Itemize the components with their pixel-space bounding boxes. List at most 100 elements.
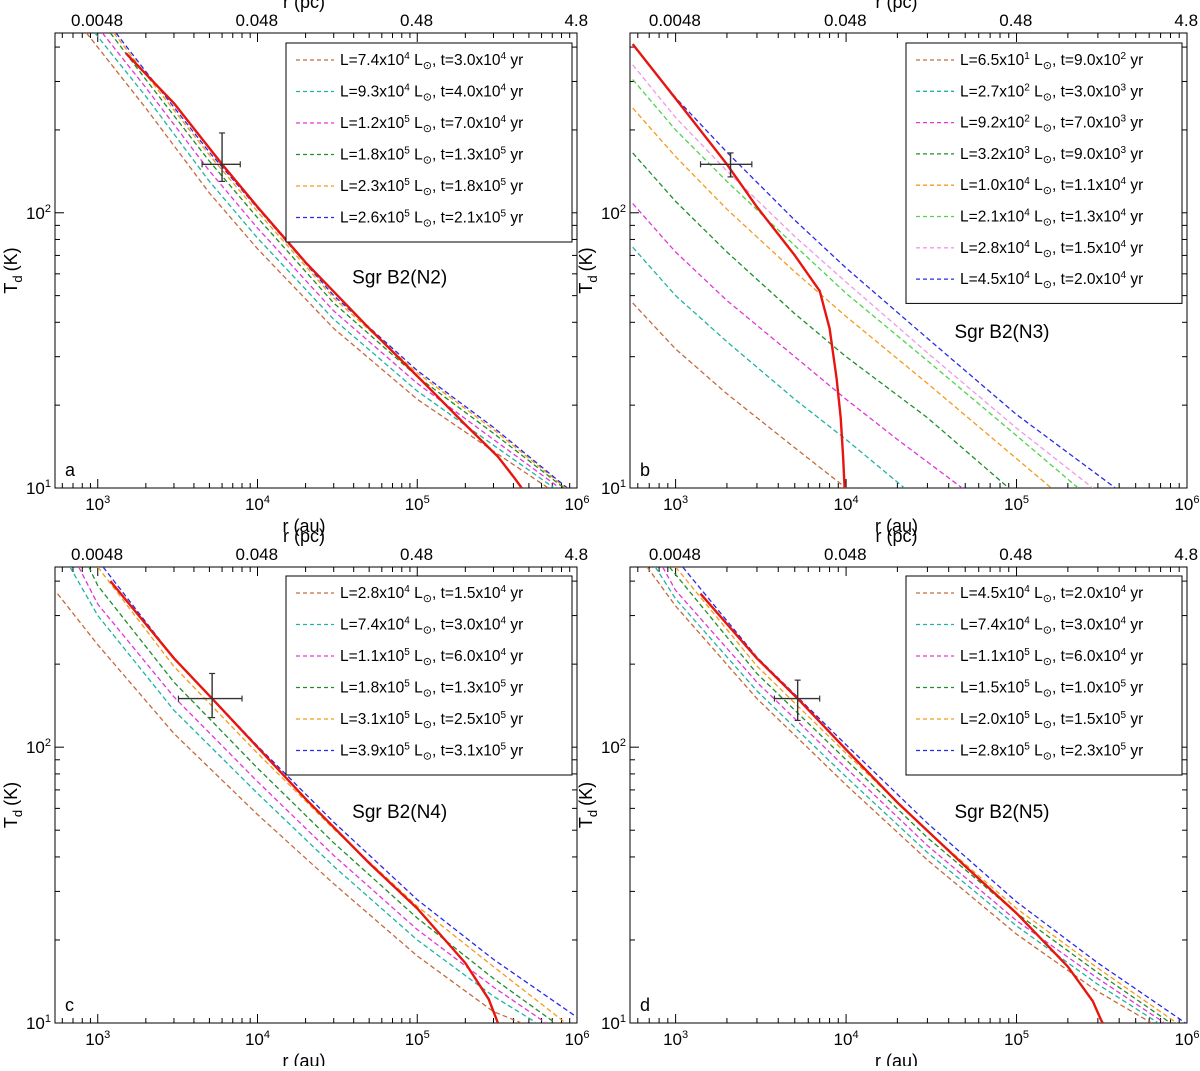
model-series bbox=[646, 567, 1186, 1023]
series-line-4 bbox=[88, 567, 556, 1023]
series-line-3 bbox=[101, 33, 561, 488]
top-tick-label: 0.48 bbox=[999, 545, 1032, 564]
legend-entry: L=2.8x104 L⊙, t=1.5x104 yr bbox=[340, 584, 523, 605]
legend-entry: L=2.0x105 L⊙, t=1.5x105 yr bbox=[960, 710, 1143, 731]
series-line-3 bbox=[662, 567, 1166, 1023]
y-axis-label: Td(K) bbox=[576, 247, 600, 293]
axis-ticks bbox=[55, 567, 578, 1024]
series-line-4 bbox=[632, 152, 1010, 488]
series-line-1 bbox=[646, 567, 1152, 1023]
y-tick-label: 101 bbox=[26, 478, 51, 498]
y-tick-label: 101 bbox=[601, 478, 626, 498]
series-line-2 bbox=[654, 567, 1159, 1023]
series-line-6 bbox=[632, 79, 1079, 488]
plot-frame bbox=[629, 32, 1188, 489]
legend-entry: L=9.3x104 L⊙, t=4.0x104 yr bbox=[340, 83, 523, 104]
y-axis-label: Td(K) bbox=[1, 247, 25, 293]
best-fit-curve bbox=[109, 580, 500, 1023]
top-tick-label: 0.048 bbox=[824, 545, 867, 564]
source-title: Sgr B2(N2) bbox=[352, 267, 447, 288]
legend-entry: L=2.7x102 L⊙, t=3.0x103 yr bbox=[960, 82, 1143, 103]
legend: L=4.5x104 L⊙, t=2.0x104 yr L=7.4x104 L⊙, … bbox=[905, 575, 1183, 776]
top-tick-label: 0.48 bbox=[999, 11, 1032, 30]
error-bar bbox=[177, 672, 243, 719]
y-axis-label: Td(K) bbox=[576, 782, 600, 828]
legend-entry: L=3.9x105 L⊙, t=3.1x105 yr bbox=[340, 742, 523, 763]
legend-entry: L=7.4x104 L⊙, t=3.0x104 yr bbox=[960, 616, 1143, 637]
legend-entry: L=2.3x105 L⊙, t=1.8x105 yr bbox=[340, 177, 523, 198]
error-bar bbox=[201, 132, 241, 183]
top-tick-label: 0.048 bbox=[236, 11, 279, 30]
legend-entry: L=1.0x104 L⊙, t=1.1x104 yr bbox=[960, 176, 1143, 197]
top-axis-label: r (pc) bbox=[876, 526, 918, 546]
top-tick-label: 4.8 bbox=[1174, 545, 1198, 564]
legend-entry: L=1.5x105 L⊙, t=1.0x105 yr bbox=[960, 679, 1143, 700]
source-title: Sgr B2(N5) bbox=[954, 802, 1049, 823]
panel-letter: a bbox=[65, 460, 76, 480]
error-bar bbox=[773, 679, 821, 722]
top-tick-label: 0.48 bbox=[400, 11, 433, 30]
model-series bbox=[632, 43, 1116, 488]
error-bar bbox=[699, 152, 753, 178]
series-line-4 bbox=[109, 33, 565, 488]
panel-c: 103 104 105 106 101 102 0.0048 0.048 0.48 4.8 r (a… bbox=[1, 526, 590, 1071]
x-tick-label: 106 bbox=[1174, 1029, 1199, 1049]
legend-entry: L=3.2x103 L⊙, t=9.0x103 yr bbox=[960, 145, 1143, 166]
x-tick-label: 106 bbox=[564, 494, 589, 514]
legend-entry: L=7.4x104 L⊙, t=3.0x104 yr bbox=[340, 51, 523, 72]
x-tick-label: 104 bbox=[834, 1029, 859, 1049]
top-tick-label: 0.48 bbox=[400, 545, 433, 564]
x-tick-label: 103 bbox=[85, 494, 110, 514]
series-line-2 bbox=[632, 246, 905, 488]
x-tick-label: 103 bbox=[663, 1029, 688, 1049]
series-line-7 bbox=[632, 64, 1094, 488]
top-tick-label: 0.048 bbox=[824, 11, 867, 30]
top-axis-label: r (pc) bbox=[876, 0, 918, 12]
top-tick-label: 0.0048 bbox=[71, 545, 123, 564]
panel-a: 103 104 105 106 101 102 0.0048 0.048 0.48 4.8 r (a… bbox=[1, 0, 590, 536]
top-axis-label: r (pc) bbox=[283, 0, 325, 12]
x-axis-label: r (au) bbox=[282, 516, 325, 536]
legend-entry: L=2.1x104 L⊙, t=1.3x104 yr bbox=[960, 208, 1143, 229]
source-title: Sgr B2(N4) bbox=[352, 802, 447, 823]
x-tick-label: 105 bbox=[405, 1029, 430, 1049]
x-axis-label: r (au) bbox=[282, 1051, 325, 1066]
x-tick-label: 106 bbox=[1174, 494, 1199, 514]
legend: L=7.4x104 L⊙, t=3.0x104 yr L=9.3x104 L⊙, … bbox=[285, 42, 573, 243]
plot-frame bbox=[54, 32, 578, 489]
x-tick-label: 104 bbox=[245, 494, 270, 514]
x-tick-label: 105 bbox=[1004, 1029, 1029, 1049]
top-tick-label: 0.048 bbox=[236, 545, 279, 564]
x-tick-label: 104 bbox=[834, 494, 859, 514]
series-line-8 bbox=[632, 43, 1116, 488]
legend-entry: L=7.4x104 L⊙, t=3.0x104 yr bbox=[340, 616, 523, 637]
series-line-5 bbox=[675, 567, 1178, 1023]
y-tick-label: 101 bbox=[26, 1013, 51, 1033]
legend-entry: L=1.1x105 L⊙, t=6.0x104 yr bbox=[340, 647, 523, 668]
axis-ticks bbox=[630, 33, 1188, 489]
series-line-3 bbox=[78, 567, 547, 1023]
plot-frame bbox=[54, 566, 578, 1024]
top-tick-label: 0.0048 bbox=[71, 11, 123, 30]
panel-letter: d bbox=[640, 995, 650, 1015]
panel-letter: c bbox=[65, 995, 74, 1015]
x-tick-label: 104 bbox=[245, 1029, 270, 1049]
best-fit-curve bbox=[631, 43, 846, 488]
legend-entry: L=4.5x104 L⊙, t=2.0x104 yr bbox=[960, 270, 1143, 291]
top-tick-label: 0.0048 bbox=[649, 11, 701, 30]
top-tick-label: 0.0048 bbox=[649, 545, 701, 564]
axis-ticks bbox=[630, 567, 1188, 1024]
series-line-2 bbox=[94, 33, 555, 488]
legend-entry: L=1.1x105 L⊙, t=6.0x104 yr bbox=[960, 647, 1143, 668]
plot-frame bbox=[629, 566, 1188, 1024]
legend-entry: L=2.6x105 L⊙, t=2.1x105 yr bbox=[340, 209, 523, 230]
legend: L=2.8x104 L⊙, t=1.5x104 yr L=7.4x104 L⊙, … bbox=[285, 575, 573, 776]
y-tick-label: 101 bbox=[601, 1013, 626, 1033]
y-tick-label: 102 bbox=[26, 203, 51, 223]
best-fit-curve bbox=[699, 592, 1104, 1023]
series-line-5 bbox=[97, 567, 567, 1023]
x-tick-label: 106 bbox=[564, 1029, 589, 1049]
y-tick-label: 102 bbox=[26, 737, 51, 757]
series-line-1 bbox=[632, 302, 847, 488]
